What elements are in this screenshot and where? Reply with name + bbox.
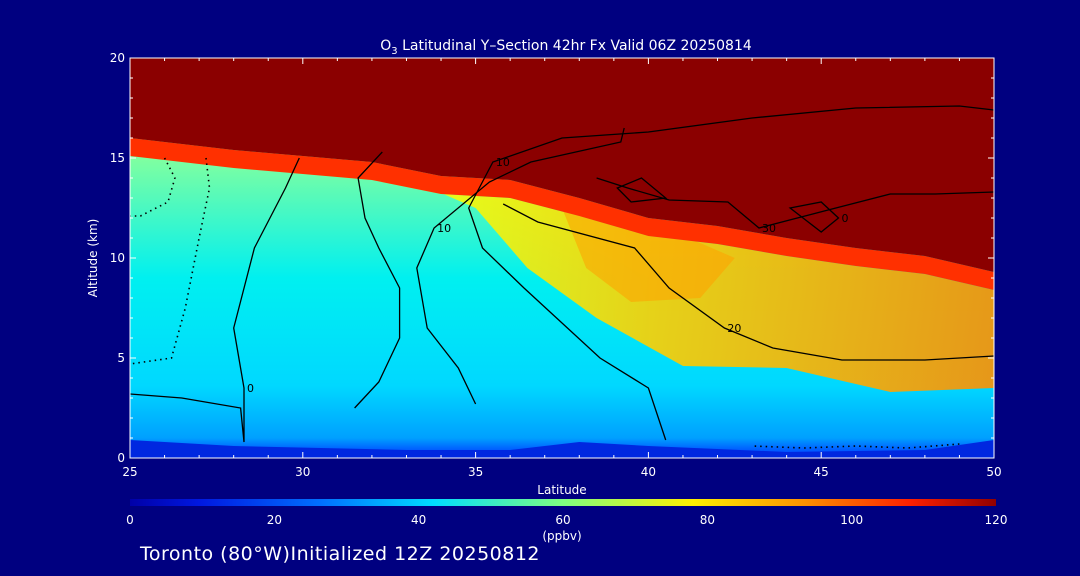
colorbar-tick-label-5: 100 <box>840 513 863 527</box>
x-axis: 25 30 35 40 45 50 <box>122 58 1002 479</box>
closed-contour-0 <box>616 177 668 203</box>
x-tick-label-3: 40 <box>641 465 656 479</box>
dotted-contour-1 <box>130 157 211 365</box>
x-tick-label-2: 35 <box>468 465 483 479</box>
colorbar <box>130 499 996 506</box>
y-tick-label-3: 15 <box>110 151 125 165</box>
contour-label-0: 0 <box>247 382 254 395</box>
x-tick-label-0: 25 <box>122 465 137 479</box>
colorbar-ticks: 0 20 40 60 80 100 120 <box>126 513 1007 527</box>
ozone-field: 0 10 10 20 30 0 <box>130 58 994 458</box>
colorbar-tick-label-1: 20 <box>267 513 282 527</box>
contour-1 <box>354 151 401 409</box>
red-band <box>130 138 994 290</box>
chart-title: O3 Latitudinal Y–Section 42hr Fx Valid 0… <box>380 38 752 57</box>
contour-5 <box>596 177 994 229</box>
surface-blue <box>130 440 994 458</box>
contour-label-2: 10 <box>437 222 451 235</box>
warm-region <box>130 156 994 392</box>
contour-0 <box>130 157 300 443</box>
y-axis: 0 5 10 15 20 <box>110 51 994 465</box>
x-tick-label-4: 45 <box>814 465 829 479</box>
colorbar-tick-label-2: 40 <box>411 513 426 527</box>
y-tick-label-4: 20 <box>110 51 125 65</box>
x-tick-label-5: 50 <box>986 465 1001 479</box>
contour-label-4: 20 <box>727 322 741 335</box>
colorbar-tick-label-3: 60 <box>555 513 570 527</box>
dark-red-top <box>130 58 994 272</box>
contour-label-5: 30 <box>762 222 776 235</box>
contour-layer: 0 10 10 20 30 0 <box>130 105 994 449</box>
contour-label-3: 10 <box>496 156 510 169</box>
closed-contour-label-1: 0 <box>841 212 848 225</box>
x-tick-label-1: 30 <box>295 465 310 479</box>
contour-4 <box>502 203 994 361</box>
y-axis-label: Altitude (km) <box>86 219 100 298</box>
colorbar-tick-label-0: 0 <box>126 513 134 527</box>
title-subscript: 3 <box>391 46 397 57</box>
contour-2 <box>416 127 625 405</box>
x-axis-label: Latitude <box>537 483 586 497</box>
y-tick-label-0: 0 <box>117 451 125 465</box>
orange-core <box>562 208 735 302</box>
y-tick-label-1: 5 <box>117 351 125 365</box>
title-rest: Latitudinal Y–Section 42hr Fx Valid 06Z … <box>398 38 752 54</box>
colorbar-label: (ppbv) <box>542 529 581 543</box>
title-prefix: O <box>380 38 391 54</box>
colorbar-tick-label-6: 120 <box>985 513 1008 527</box>
colorbar-tick-label-4: 80 <box>700 513 715 527</box>
y-tick-label-2: 10 <box>110 251 125 265</box>
closed-contour-1 <box>788 201 840 233</box>
footer-text: Toronto (80°W)Initialized 12Z 20250812 <box>140 543 541 565</box>
contour-3 <box>467 105 994 441</box>
